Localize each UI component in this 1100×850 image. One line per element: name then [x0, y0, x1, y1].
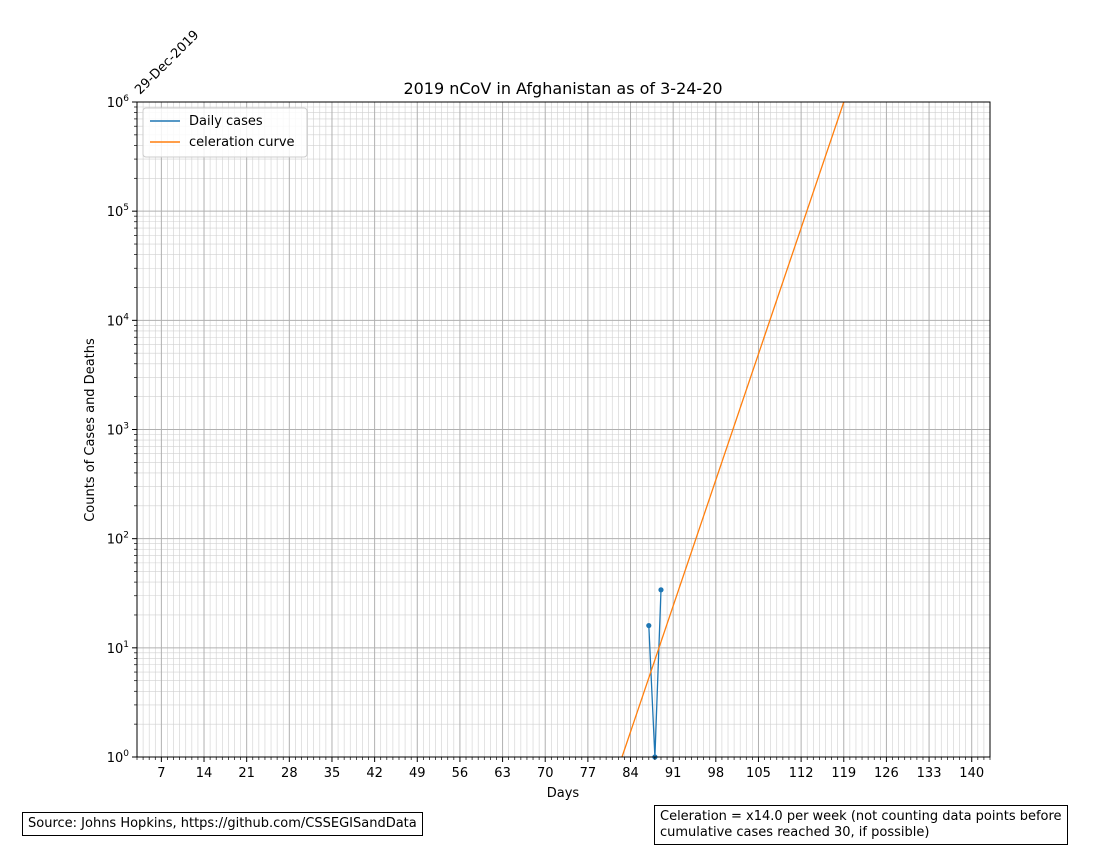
legend-label-celeration-curve: celeration curve [189, 135, 295, 150]
x-tick-label: 98 [708, 766, 725, 781]
x-tick-label: 119 [831, 766, 856, 781]
y-tick-label: 102 [107, 531, 129, 548]
x-tick-label: 112 [789, 766, 814, 781]
y-tick-label: 101 [107, 640, 129, 657]
celeration-text-line1: Celeration = x14.0 per week (not countin… [660, 809, 1062, 824]
series-layer [621, 101, 845, 760]
x-tick-label: 42 [366, 766, 383, 781]
legend-box [142, 107, 308, 158]
x-ticks: 7 14 21 28 35 42 49 56 63 70 77 84 91 98 105 112 119 126 1… [136, 757, 991, 781]
x-tick-label: 84 [622, 766, 639, 781]
y-tick-label: 105 [107, 203, 129, 220]
x-tick-label: 28 [281, 766, 298, 781]
data-point [658, 587, 664, 593]
x-tick-label: 21 [238, 766, 255, 781]
y-tick-label: 103 [107, 422, 129, 439]
date-label: 29-Dec-2019 [132, 28, 202, 98]
x-tick-label: 7 [157, 766, 165, 781]
y-tick-label: 104 [107, 312, 130, 329]
x-tick-label: 14 [196, 766, 213, 781]
x-tick-label: 105 [746, 766, 771, 781]
x-tick-label: 77 [580, 766, 597, 781]
y-axis-label: Counts of Cases and Deaths [83, 338, 98, 522]
y-tick-label: 106 [107, 94, 130, 111]
x-tick-label: 140 [959, 766, 984, 781]
x-axis-label: Days [547, 786, 580, 801]
x-tick-label: 49 [409, 766, 426, 781]
data-point [646, 622, 652, 629]
x-tick-label: 133 [917, 766, 942, 781]
legend-label-daily-cases: Daily cases [189, 114, 263, 129]
series-line-1 [621, 101, 845, 758]
x-tick-label: 91 [665, 766, 682, 781]
y-ticks: 100 101 102 103 104 105 106 [107, 94, 137, 766]
celeration-text-line2: cumulative cases reached 30, if possible… [660, 825, 930, 840]
source-note: Source: Johns Hopkins, https://github.co… [22, 812, 423, 836]
celeration-note: Celeration = x14.0 per week (not countin… [654, 805, 1068, 845]
x-tick-label: 35 [324, 766, 341, 781]
x-tick-label: 126 [874, 766, 899, 781]
x-tick-label: 70 [537, 766, 554, 781]
chart-title: 2019 nCoV in Afghanistan as of 3-24-20 [403, 79, 722, 98]
x-tick-label: 56 [452, 766, 469, 781]
x-tick-label: 63 [494, 766, 511, 781]
y-tick-label: 100 [107, 749, 130, 766]
source-text: Source: Johns Hopkins, https://github.co… [28, 816, 417, 831]
legend: Daily cases celeration curve [142, 107, 308, 158]
